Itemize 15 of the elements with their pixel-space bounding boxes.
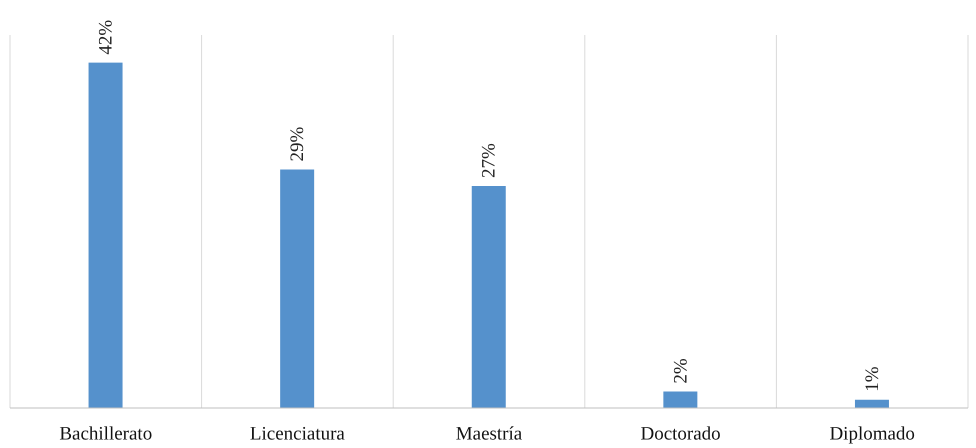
data-label: 29% [287, 126, 308, 162]
bar [280, 170, 314, 408]
data-label: 27% [478, 142, 500, 178]
x-tick-label: Licenciatura [250, 423, 346, 444]
data-label: 2% [670, 358, 692, 384]
bar [854, 400, 889, 408]
data-label: 42% [96, 20, 117, 55]
x-tick-label: Bachillerato [59, 423, 152, 444]
data-label: 1% [862, 366, 883, 392]
bar [88, 62, 123, 408]
x-tick-label: Maestría [456, 423, 523, 444]
bar [472, 186, 506, 408]
x-tick-label: Diplomado [829, 423, 915, 444]
x-tick-label: Doctorado [640, 423, 721, 444]
bar [663, 392, 698, 408]
